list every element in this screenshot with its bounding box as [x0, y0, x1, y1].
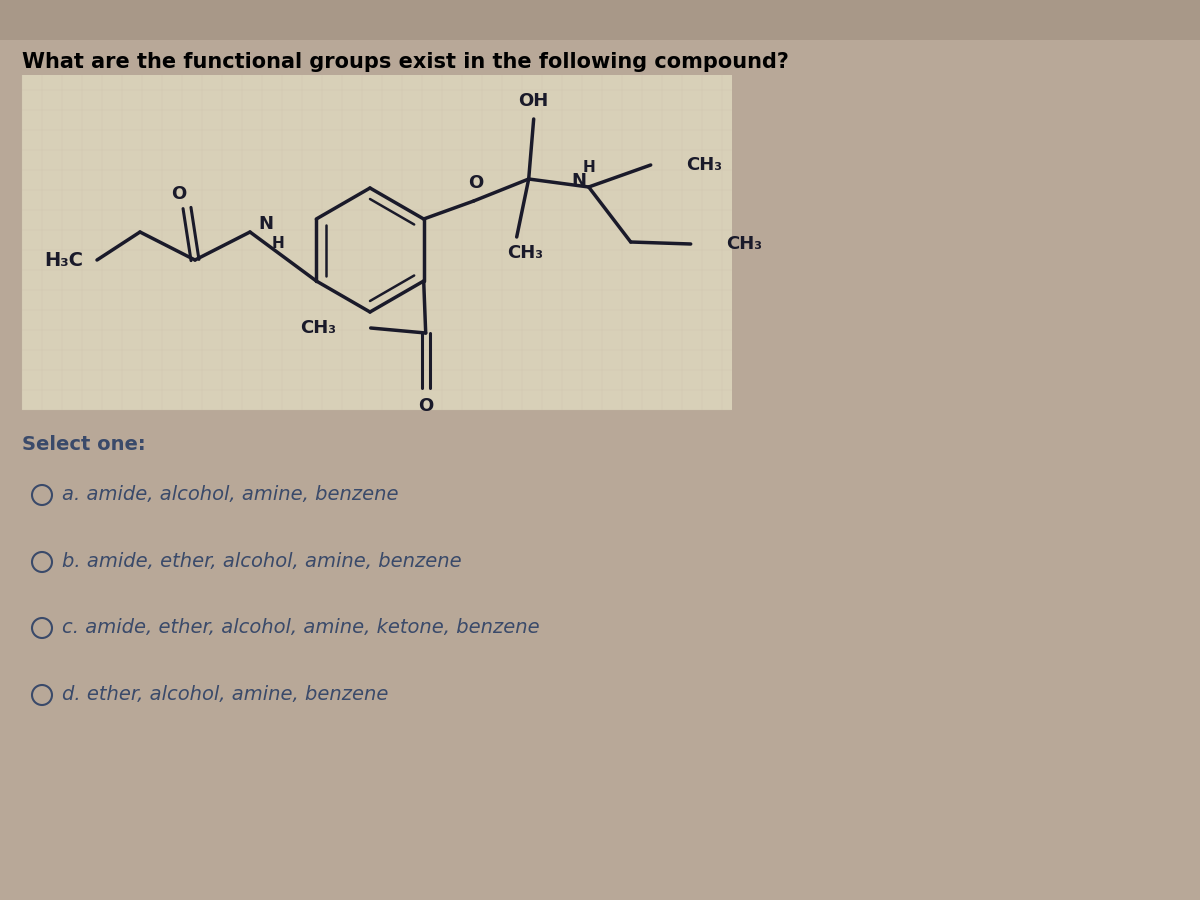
Text: CH₃: CH₃ — [685, 156, 721, 174]
Text: O: O — [172, 185, 187, 203]
Bar — [0, 0, 1200, 40]
Text: CH₃: CH₃ — [300, 319, 336, 337]
Text: O: O — [418, 397, 433, 415]
Text: Select one:: Select one: — [22, 435, 145, 454]
Bar — [22, 75, 732, 410]
Text: H₃C: H₃C — [44, 250, 83, 269]
Text: N: N — [571, 172, 587, 190]
Text: CH₃: CH₃ — [726, 235, 762, 253]
Text: H: H — [272, 237, 284, 251]
Text: CH₃: CH₃ — [506, 244, 542, 262]
Text: OH: OH — [518, 92, 548, 110]
Text: c. amide, ether, alcohol, amine, ketone, benzene: c. amide, ether, alcohol, amine, ketone,… — [62, 618, 540, 637]
Text: a. amide, alcohol, amine, benzene: a. amide, alcohol, amine, benzene — [62, 485, 398, 504]
Text: N: N — [258, 215, 274, 233]
Text: d. ether, alcohol, amine, benzene: d. ether, alcohol, amine, benzene — [62, 685, 389, 704]
Text: H: H — [582, 159, 595, 175]
Text: O: O — [468, 174, 484, 192]
Text: What are the functional groups exist in the following compound?: What are the functional groups exist in … — [22, 52, 788, 72]
Text: b. amide, ether, alcohol, amine, benzene: b. amide, ether, alcohol, amine, benzene — [62, 552, 462, 571]
